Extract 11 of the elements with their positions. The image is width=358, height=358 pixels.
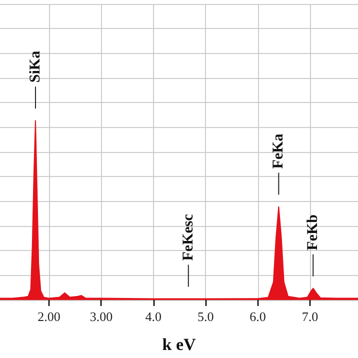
x-tick-label: 3.00 bbox=[90, 309, 113, 324]
annotation: FeKb bbox=[305, 214, 322, 250]
x-tick-label: 5.0 bbox=[197, 309, 214, 324]
x-tick-label: 2.00 bbox=[38, 309, 60, 324]
x-tick-label: 7.0 bbox=[302, 309, 318, 324]
annotation: FeKesc bbox=[180, 214, 196, 261]
x-axis-title: k eV bbox=[162, 335, 196, 354]
annotation: FeKa bbox=[270, 133, 287, 169]
x-tick-label: 6.0 bbox=[250, 309, 266, 324]
annotation: SiKa bbox=[27, 50, 44, 83]
x-tick-label: 4.0 bbox=[145, 309, 162, 324]
